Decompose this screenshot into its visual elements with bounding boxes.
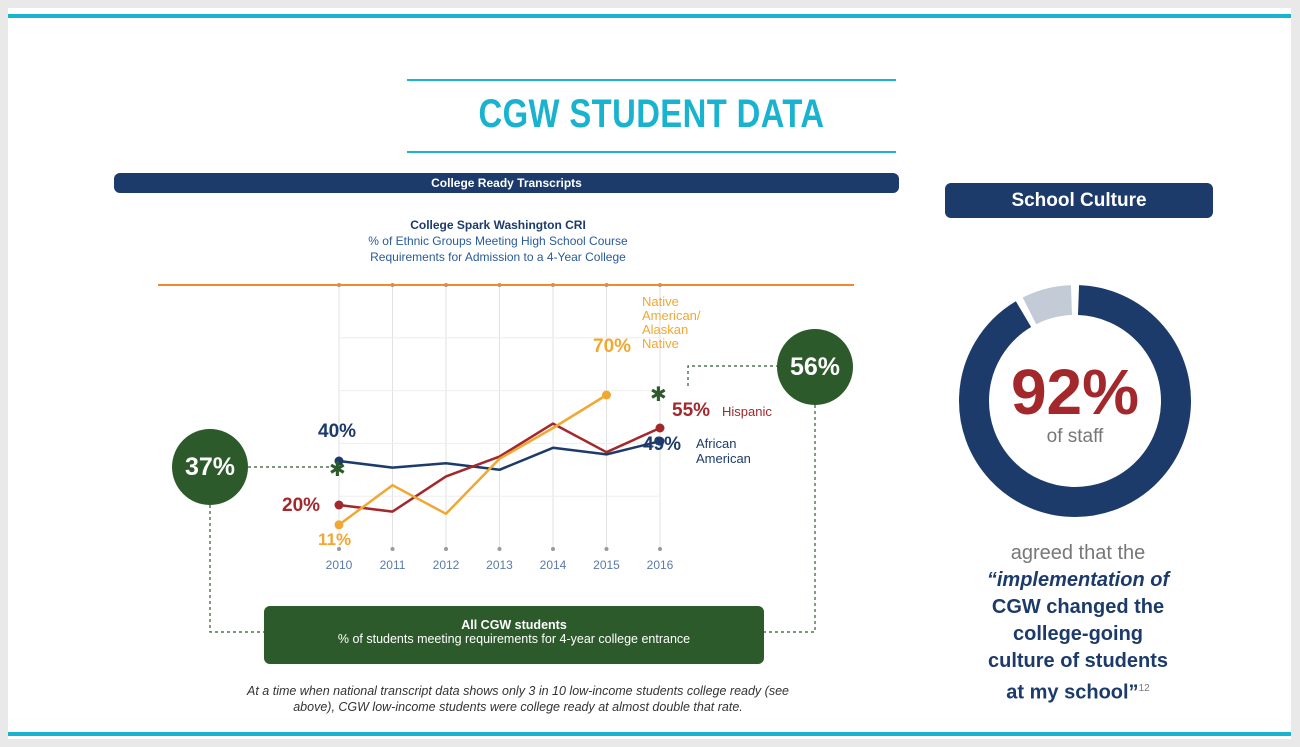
overall-2010-circle: 37% [172, 429, 248, 505]
overall-2016-circle: 56% [777, 329, 853, 405]
of-staff-label: of staff [1046, 426, 1104, 447]
x-tick-label-2015: 2015 [593, 558, 620, 572]
label-african-american-end: 49% [643, 434, 681, 455]
staff-percent: 92% [1010, 356, 1140, 428]
series-end-point-native-american-alaskan-native [602, 390, 611, 400]
footnote-line-2: above), CGW low-income students were col… [293, 700, 743, 714]
series-line-native-american-alaskan-native [338, 393, 608, 526]
quote-line-4: culture of students [987, 650, 1168, 672]
connector-2010-box [209, 505, 264, 633]
series-end-point-hispanic [655, 423, 665, 433]
x-tick-label-2016: 2016 [647, 558, 674, 572]
bottom-tick-2010 [337, 547, 341, 551]
label-native-start: 11% [318, 530, 351, 549]
series-start-point-african-american [334, 456, 344, 466]
x-tick-label-2010: 2010 [326, 558, 353, 572]
series-line-african-american [338, 439, 661, 472]
college-ready-banner: College Ready Transcripts [114, 173, 899, 193]
x-tick-label-2014: 2014 [540, 558, 567, 572]
series-name-african-american: African [696, 436, 736, 451]
chart-subtitle-2: Requirements for Admission to a 4-Year C… [370, 250, 626, 264]
label-native-end: 70% [593, 336, 631, 357]
bottom-tick-2011 [390, 547, 395, 551]
chart-subtitle-1: % of Ethnic Groups Meeting High School C… [368, 234, 628, 248]
top-accent-bar [8, 14, 1291, 18]
series-name-hispanic: Hispanic [722, 404, 772, 419]
bottom-tick-2012 [444, 547, 448, 551]
bottom-tick-2015 [604, 547, 609, 551]
chart-footnote: At a time when national transcript data … [193, 683, 843, 715]
quote-line-5: at my school” [1006, 681, 1139, 704]
series-name-native: Native [642, 336, 679, 351]
quote-line-1: “implementation of [986, 569, 1170, 591]
series-name-african-american: American [696, 451, 751, 466]
slide: CGW STUDENT DATA College Ready Transcrip… [8, 8, 1291, 739]
label-hispanic-end: 55% [672, 400, 710, 421]
x-tick-label-2012: 2012 [433, 558, 460, 572]
school-culture-banner: School Culture [945, 183, 1213, 218]
quote-lead: agreed that the [1010, 542, 1146, 564]
footnote-reference: 12 [1138, 683, 1150, 694]
marker-2010: ✱ [329, 459, 346, 481]
all-students-subtitle: % of students meeting requirements for 4… [337, 632, 691, 646]
marker-2016: ✱ [650, 384, 667, 406]
donut-segment-agreed [959, 285, 1191, 518]
all-students-box: All CGW students % of students meeting r… [264, 606, 764, 664]
staff-donut-chart [959, 285, 1191, 518]
page-title: CGW STUDENT DATA [478, 92, 825, 136]
title-rule-bottom [407, 151, 896, 153]
title-rule-top [407, 79, 896, 81]
series-name-native: Alaskan [642, 322, 688, 337]
line-chart: 2010 2011 2012 2013 2014 2015 2016 40% 20% 11% 70%… [158, 283, 854, 633]
series-name-native: Native [642, 294, 679, 309]
label-hispanic-start: 20% [282, 495, 320, 516]
series-start-point-native-american-alaskan-native [334, 520, 344, 530]
series-name-native: American/ [642, 308, 701, 323]
bottom-tick-2016 [658, 547, 662, 551]
bottom-tick-2014 [551, 547, 555, 551]
all-students-title: All CGW students [461, 618, 567, 632]
x-tick-label-2013: 2013 [486, 558, 513, 572]
connector-2016 [687, 365, 779, 388]
staff-quote: agreed that the “implementation of CGW c… [948, 540, 1208, 707]
series-start-point-hispanic [334, 500, 344, 510]
bottom-accent-bar [8, 732, 1291, 736]
quote-line-3: college-going [1013, 623, 1143, 645]
series-end-point-african-american [655, 436, 665, 446]
series-line-hispanic [338, 422, 661, 513]
x-tick-label-2011: 2011 [380, 558, 406, 572]
quote-line-2: CGW changed the [991, 596, 1165, 618]
chart-title: College Spark Washington CRI [410, 218, 586, 232]
label-african-american-start: 40% [318, 421, 356, 442]
connector-2016-box [764, 405, 816, 633]
bottom-tick-2013 [497, 547, 502, 551]
chart-title-block: College Spark Washington CRI % of Ethnic… [288, 217, 708, 265]
footnote-line-1: At a time when national transcript data … [247, 684, 789, 698]
